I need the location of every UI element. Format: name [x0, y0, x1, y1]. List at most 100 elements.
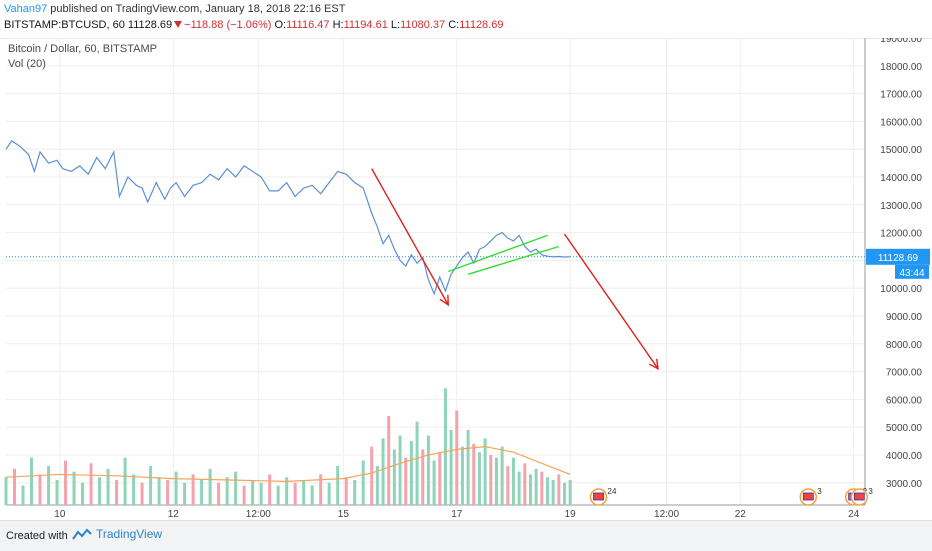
volume-bar	[511, 457, 515, 505]
publication-line: Vahan97 published on TradingView.com, Ja…	[4, 3, 345, 15]
x-tick-label: 19	[565, 509, 577, 520]
volume-bar	[415, 421, 419, 505]
volume-bar	[557, 474, 561, 505]
volume-bar	[361, 460, 365, 505]
y-tick-label: 17000.00	[880, 90, 922, 101]
volume-bar	[115, 479, 119, 505]
volume-bar	[409, 441, 413, 505]
volume-bar	[174, 471, 178, 505]
volume-bar	[392, 449, 396, 505]
low-label: L:	[390, 19, 401, 31]
volume-bar	[336, 466, 340, 505]
open-label: O:	[274, 19, 287, 31]
countdown-tag	[895, 264, 929, 279]
high-value: 11194.61	[343, 19, 388, 31]
volume-bar	[225, 477, 229, 505]
y-tick-label: 19000.00	[880, 38, 922, 45]
price-change: −118.88 (−1.06%)	[184, 19, 272, 31]
price-line	[5, 140, 571, 296]
volume-bar	[404, 457, 408, 505]
volume-title: Vol (20)	[8, 58, 46, 70]
x-tick-label: 12	[168, 509, 180, 520]
volume-bar	[327, 482, 331, 505]
y-tick-label: 18000.00	[880, 62, 922, 73]
volume-bar	[438, 452, 442, 505]
flag-icon	[802, 492, 814, 501]
volume-bar	[276, 485, 280, 505]
low-value: 11080.37	[400, 19, 446, 31]
volume-bar	[191, 474, 195, 505]
volume-bar	[370, 446, 374, 505]
volume-bar	[30, 457, 34, 505]
volume-bar	[421, 449, 425, 505]
bear-arrow-1-head	[439, 294, 450, 307]
volume-bar	[98, 477, 102, 505]
volume-bar	[528, 474, 532, 505]
volume-bar	[443, 388, 447, 505]
countdown-value: 43:44	[899, 268, 924, 279]
price-tag-value: 11128.69	[878, 253, 919, 264]
volume-bar	[540, 471, 544, 505]
y-tick-label: 4000.00	[886, 451, 923, 462]
volume-bar	[293, 482, 297, 505]
volume-bar	[353, 479, 357, 505]
tradingview-logo-icon	[72, 528, 92, 540]
y-tick-label: 8000.00	[886, 340, 923, 351]
x-tick-label: 24	[848, 509, 860, 520]
volume-ma-line	[5, 446, 571, 482]
y-tick-label: 7000.00	[886, 368, 923, 379]
chart-area[interactable]: 10 12 12:00 15 17 19 12:00 22 24 19000.00 18000.00…	[0, 38, 932, 520]
event-badge-count: 24	[608, 487, 617, 496]
ohlc-line: BITSTAMP:BTCUSD, 60 11128.69 −118.88 (−1.…	[4, 19, 503, 31]
price-tag	[866, 248, 930, 265]
y-tick-label: 10000.00	[880, 284, 922, 295]
y-tick-label: 16000.00	[880, 117, 922, 128]
volume-bar	[81, 482, 85, 505]
y-tick-label: 9000.00	[886, 312, 923, 323]
volume-bar	[4, 477, 8, 505]
volume-bar	[455, 410, 459, 505]
volume-bar	[47, 466, 51, 505]
volume-bar	[483, 438, 487, 505]
volume-bar	[472, 443, 476, 505]
x-tick-label: 15	[338, 509, 350, 520]
volume-bar	[140, 482, 144, 505]
volume-bar	[426, 435, 430, 505]
published-text: published on TradingView.com, January 18…	[50, 3, 346, 15]
tradingview-brand[interactable]: TradingView	[72, 527, 162, 541]
author-link[interactable]: Vahan97	[4, 3, 48, 15]
volume-bar	[13, 468, 17, 505]
x-tick-label: 10	[54, 509, 66, 520]
event-badge-count: 3	[817, 487, 822, 496]
flag-bottom	[467, 245, 560, 275]
volume-bar	[166, 479, 170, 505]
volume-bar	[217, 482, 221, 505]
volume-bar	[64, 460, 68, 505]
x-tick-label: 12:00	[654, 509, 679, 520]
high-label: H:	[332, 19, 344, 31]
x-tick-label: 12:00	[246, 509, 271, 520]
volume-bar	[460, 446, 464, 505]
price-chart[interactable]: 10 12 12:00 15 17 19 12:00 22 24 19000.00 18000.00…	[0, 38, 932, 520]
volume-bar	[568, 479, 572, 505]
volume-bar	[523, 463, 527, 505]
header-bar: Vahan97 published on TradingView.com, Ja…	[0, 0, 932, 39]
volume-bar	[72, 471, 76, 505]
volume-bar	[466, 429, 470, 505]
volume-bar	[285, 477, 289, 505]
brand-label: TradingView	[96, 527, 163, 541]
series-title: Bitcoin / Dollar, 60, BITSTAMP	[8, 43, 157, 55]
volume-bar	[432, 460, 436, 505]
volume-bar	[375, 466, 379, 505]
x-tick-label: 17	[451, 509, 463, 520]
y-tick-label: 6000.00	[886, 395, 923, 406]
volume-bar	[489, 454, 493, 505]
y-tick-label: 12000.00	[880, 229, 922, 240]
volume-bar	[132, 474, 136, 505]
y-tick-label: 3000.00	[886, 479, 923, 490]
event-badge-count: 3	[868, 487, 873, 496]
flag-icon	[853, 492, 865, 501]
y-tick-label: 15000.00	[880, 145, 922, 156]
flag-top	[448, 234, 548, 273]
volume-bar	[477, 452, 481, 505]
